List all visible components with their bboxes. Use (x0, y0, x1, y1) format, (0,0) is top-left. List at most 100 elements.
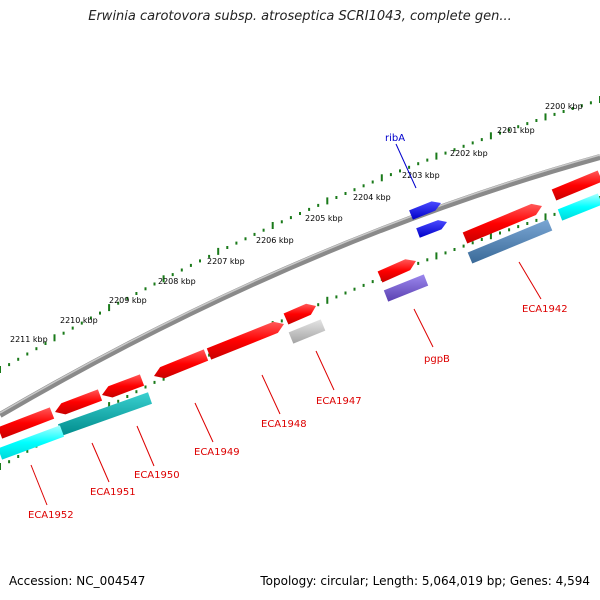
ruler-major-tick (435, 152, 438, 160)
inner-minor-tick (362, 283, 365, 287)
gene-ECA1951[interactable] (55, 389, 103, 415)
ruler-minor-tick (317, 203, 320, 207)
inner-major-tick (489, 232, 492, 240)
gene-gray[interactable] (288, 319, 326, 344)
ruler-major-tick (326, 197, 329, 205)
ruler-minor-tick (299, 212, 301, 215)
ruler-major-tick (489, 132, 492, 140)
inner-major-tick (544, 213, 547, 221)
inner-minor-tick (280, 319, 283, 323)
gene-cds-b[interactable] (462, 203, 542, 244)
gene-ECA1950[interactable] (102, 374, 145, 398)
ruler-minor-tick (199, 259, 201, 263)
gene-ECA1947[interactable] (283, 303, 316, 325)
gene-pgpB[interactable] (377, 259, 416, 283)
ruler-minor-tick (17, 357, 20, 361)
inner-minor-tick (426, 258, 429, 262)
ruler-minor-tick (580, 104, 583, 108)
inner-minor-tick (471, 241, 474, 245)
ruler-minor-tick (362, 184, 365, 188)
ruler-major-tick (544, 113, 547, 121)
inner-minor-tick (144, 385, 147, 389)
ruler-minor-tick (571, 107, 574, 110)
ruler-label-2201: 2201 kbp (497, 126, 535, 135)
gene-cyan-a[interactable] (557, 193, 600, 221)
ruler-major-tick (217, 247, 220, 255)
inner-minor-tick (26, 449, 29, 453)
gene-label-ECA1950[interactable]: ECA1950 (134, 470, 180, 481)
inner-minor-tick (526, 222, 529, 225)
gene-label-ECA1942[interactable]: ECA1942 (522, 304, 568, 315)
inner-minor-tick (208, 353, 211, 357)
ruler-major-tick (380, 174, 383, 182)
gene-teal[interactable] (58, 392, 152, 436)
inner-major-tick (108, 402, 111, 410)
ruler-minor-tick (453, 148, 456, 152)
ruler-minor-tick (244, 237, 247, 241)
ruler-minor-tick (289, 216, 292, 220)
ruler-label-2209: 2209 kbp (109, 296, 147, 305)
ruler-major-tick (162, 275, 165, 283)
ruler-minor-tick (171, 273, 174, 277)
gene-cyan-b[interactable] (0, 425, 65, 460)
gene-ribA-upper[interactable] (409, 201, 441, 220)
gene-label-ECA1952[interactable]: ECA1952 (28, 510, 74, 521)
ruler-minor-tick (253, 232, 256, 236)
gene-cds-a[interactable] (551, 170, 600, 201)
gene-label-ECA1947[interactable]: ECA1947 (316, 396, 362, 407)
genome-backbone-highlight (0, 154, 600, 414)
ruler-minor-tick (26, 352, 29, 356)
map-title: Erwinia carotovora subsp. atroseptica SC… (88, 9, 512, 24)
ruler-minor-tick (517, 125, 520, 129)
inner-minor-tick (480, 238, 483, 241)
ruler-minor-tick (471, 141, 474, 145)
gene-steel[interactable] (467, 219, 553, 264)
gene-ECA1948[interactable] (206, 321, 284, 360)
inner-minor-tick (126, 395, 129, 398)
inner-minor-tick (499, 231, 501, 235)
ruler-label-2204: 2204 kbp (353, 193, 391, 202)
ruler-minor-tick (480, 138, 483, 142)
ruler-minor-tick (35, 347, 38, 351)
gene-label-ECA1948[interactable]: ECA1948 (261, 419, 307, 430)
gene-features (0, 170, 600, 460)
inner-minor-tick (553, 212, 556, 216)
ruler-minor-tick (153, 282, 156, 286)
ruler-minor-tick (499, 131, 501, 135)
inner-major-tick (0, 463, 1, 470)
ruler-minor-tick (389, 173, 392, 177)
ruler-minor-tick (62, 331, 65, 335)
inner-minor-tick (353, 287, 356, 291)
ruler-label-2211: 2211 kbp (10, 335, 48, 344)
ruler-minor-tick (117, 301, 120, 305)
gene-label-ribA[interactable]: ribA (385, 133, 405, 144)
ruler-label-2205: 2205 kbp (305, 214, 343, 223)
gene-label-pgpB[interactable]: pgpB (424, 354, 450, 365)
inner-minor-tick (135, 390, 138, 394)
ruler-minor-tick (508, 128, 511, 132)
inner-minor-tick (453, 248, 456, 251)
ruler-minor-tick (262, 228, 265, 232)
gene-ECA1949[interactable] (154, 349, 209, 379)
ruler-major-tick (271, 222, 274, 229)
gene-purple[interactable] (383, 274, 429, 302)
inner-minor-tick (462, 244, 465, 248)
ruler-minor-tick (80, 321, 83, 325)
ruler-label-2210: 2210 kbp (60, 316, 98, 325)
inner-minor-tick (317, 303, 320, 307)
ruler-major-tick (108, 304, 111, 312)
gene-ribA-lower[interactable] (416, 220, 447, 238)
inner-minor-tick (117, 399, 120, 403)
ruler-label-2200: 2200 kbp (545, 102, 583, 111)
inner-minor-tick (535, 218, 538, 222)
inner-minor-tick (517, 225, 520, 229)
ruler-major-tick (0, 366, 1, 373)
ruler-label-2206: 2206 kbp (256, 236, 294, 245)
gene-ECA1952[interactable] (0, 407, 55, 439)
ruler-minor-tick (462, 144, 465, 148)
callout-line-ECA1942 (518, 261, 542, 300)
gene-label-ECA1951[interactable]: ECA1951 (90, 487, 136, 498)
ruler-label-2203: 2203 kbp (402, 171, 440, 180)
ruler-minor-tick (135, 292, 138, 295)
gene-label-ECA1949[interactable]: ECA1949 (194, 447, 240, 458)
